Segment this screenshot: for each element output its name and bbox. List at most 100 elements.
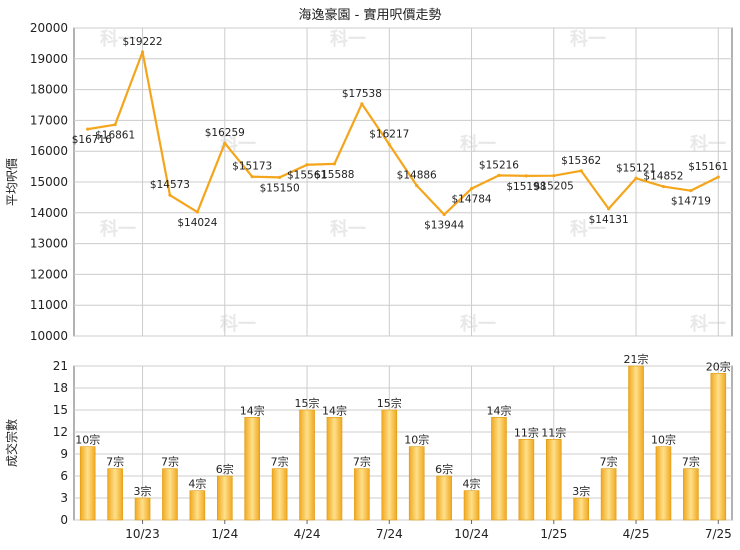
count-bar [381, 409, 398, 521]
line-ytick-label: 14000 [30, 206, 68, 220]
price-data-label: $14024 [177, 217, 217, 229]
price-data-label: $14886 [397, 170, 437, 182]
price-data-label: $15121 [616, 162, 656, 174]
watermark-text: 科一 [690, 313, 726, 335]
price-data-label: $16861 [95, 130, 135, 142]
line-ytick-label: 13000 [30, 237, 68, 251]
price-point [223, 141, 227, 145]
price-point [113, 123, 117, 127]
count-data-label: 20宗 [706, 359, 731, 373]
line-ytick-label: 18000 [30, 83, 68, 97]
count-bar [189, 490, 206, 521]
count-data-label: 3宗 [134, 484, 152, 498]
watermark-text: 科一 [570, 218, 606, 240]
count-bar [600, 468, 617, 521]
price-point [689, 189, 693, 193]
price-data-label: $14784 [451, 194, 491, 206]
count-data-label: 7宗 [600, 455, 618, 469]
xtick-label: 1/25 [540, 527, 567, 541]
count-data-label: 10宗 [651, 433, 676, 447]
price-point [634, 176, 638, 180]
price-point [387, 142, 391, 147]
count-bar [408, 446, 425, 521]
count-bar [655, 446, 672, 521]
bar-ytick-label: 21 [53, 359, 68, 373]
line-ytick-label: 17000 [30, 113, 68, 127]
price-point [360, 102, 364, 106]
line-ytick-label: 11000 [30, 298, 68, 312]
price-data-label: $15561 [287, 170, 327, 182]
chart-title: 海逸豪園 - 實用呎價走勢 [298, 8, 442, 23]
count-data-label: 7宗 [682, 455, 700, 469]
price-data-label: $15362 [561, 155, 601, 167]
count-data-label: 7宗 [106, 455, 124, 469]
line-ytick-label: 16000 [30, 144, 68, 158]
count-data-label: 6宗 [216, 462, 234, 476]
price-data-label: $17538 [342, 88, 382, 100]
price-data-label: $16217 [369, 129, 409, 141]
count-data-label: 14宗 [240, 403, 265, 417]
bar-ylabel: 成交宗數 [4, 419, 19, 467]
price-data-label: $14852 [643, 171, 683, 183]
watermark-text: 科一 [100, 28, 136, 50]
watermark-text: 科一 [570, 28, 606, 50]
price-point [497, 173, 501, 177]
count-bar [545, 439, 562, 521]
count-data-label: 15宗 [377, 396, 402, 410]
price-data-label: $14719 [671, 196, 711, 208]
count-bar [573, 497, 590, 521]
xtick-label: 10/23 [125, 527, 160, 541]
count-data-label: 10宗 [404, 433, 429, 447]
price-data-label: $15173 [232, 161, 272, 173]
count-bar [710, 373, 727, 521]
xtick-label: 10/24 [454, 527, 489, 541]
price-data-label: $15150 [260, 182, 300, 194]
price-data-label: $15161 [688, 161, 728, 173]
bar-ytick-label: 9 [60, 447, 68, 461]
price-point [442, 212, 446, 217]
watermark-text: 科一 [100, 218, 136, 240]
price-point [305, 163, 309, 167]
price-point [332, 162, 337, 166]
price-data-label: $14573 [150, 179, 190, 191]
count-bar [271, 468, 288, 521]
count-bar [79, 446, 96, 521]
count-bar [134, 497, 151, 521]
count-data-label: 7宗 [161, 455, 179, 469]
bar-ytick-label: 18 [53, 381, 68, 395]
count-bar [436, 475, 452, 521]
count-bar [244, 417, 261, 521]
price-point [86, 127, 90, 131]
count-bar [162, 468, 178, 521]
bar-ytick-label: 12 [53, 425, 68, 439]
xtick-label: 4/25 [623, 527, 650, 541]
price-point [524, 174, 528, 178]
watermark-text: 科一 [330, 218, 366, 240]
line-ytick-label: 12000 [30, 267, 68, 281]
xtick-label: 4/24 [294, 527, 321, 541]
price-data-label: $15205 [534, 181, 574, 193]
line-ytick-label: 15000 [30, 175, 68, 189]
xtick-label: 1/24 [211, 527, 238, 541]
count-data-label: 7宗 [271, 455, 289, 469]
price-point [552, 174, 556, 178]
price-data-label: $16716 [72, 134, 112, 146]
price-data-label: $19222 [122, 36, 162, 48]
price-point [250, 175, 254, 179]
line-ytick-label: 10000 [30, 329, 68, 343]
price-data-label: $14131 [589, 214, 629, 226]
price-point [415, 183, 419, 188]
count-data-label: 14宗 [486, 403, 511, 417]
price-data-label: $16259 [205, 127, 245, 139]
bar-ytick-label: 0 [60, 513, 68, 527]
count-bar [683, 468, 699, 521]
count-data-label: 21宗 [624, 352, 649, 366]
price-point [168, 193, 172, 197]
price-data-label: $15588 [314, 169, 354, 181]
count-data-label: 11宗 [541, 425, 566, 439]
count-data-label: 6宗 [435, 462, 453, 476]
count-bar [491, 417, 507, 521]
count-bar [354, 468, 370, 521]
count-bar [107, 468, 123, 521]
